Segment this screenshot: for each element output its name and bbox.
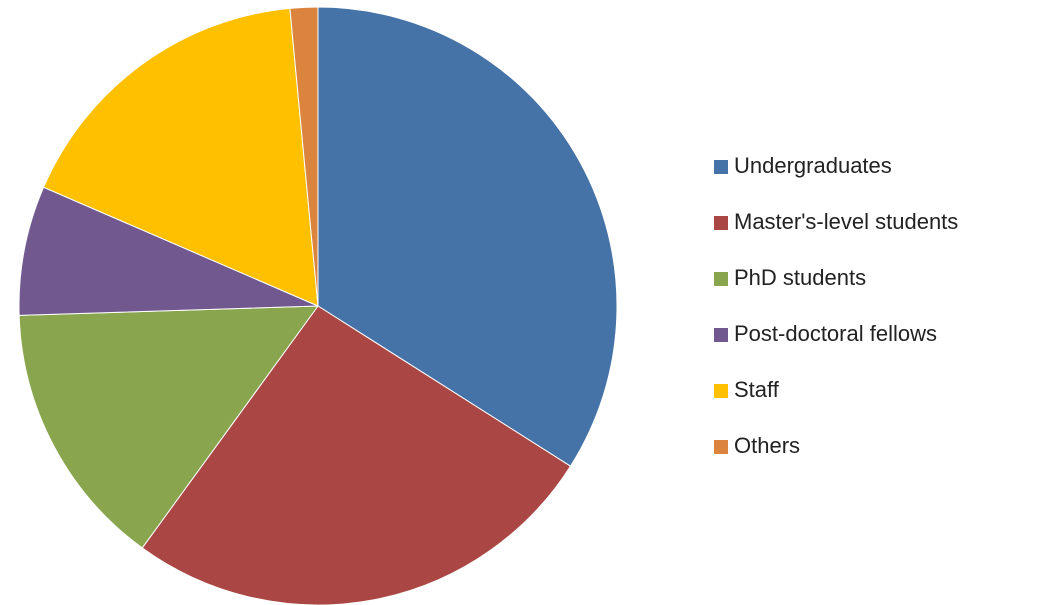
legend-swatch bbox=[714, 440, 728, 454]
pie-slice bbox=[18, 186, 319, 316]
pie bbox=[18, 6, 618, 605]
legend: Undergraduates Master's-level students PhD… bbox=[714, 153, 958, 458]
legend-swatch bbox=[714, 160, 728, 174]
legend-swatch bbox=[714, 328, 728, 342]
legend-label: Staff bbox=[734, 377, 780, 402]
legend-label: Undergraduates bbox=[734, 153, 892, 178]
legend-label: Post-doctoral fellows bbox=[734, 321, 937, 346]
legend-label: PhD students bbox=[734, 265, 866, 290]
legend-swatch bbox=[714, 272, 728, 286]
pie-slice bbox=[42, 7, 319, 307]
legend-label: Others bbox=[734, 433, 800, 458]
legend-swatch bbox=[714, 384, 728, 398]
legend-label: Master's-level students bbox=[734, 209, 958, 234]
pie-slice bbox=[18, 305, 320, 549]
pie-slice bbox=[141, 305, 572, 605]
pie-slice bbox=[289, 6, 319, 307]
legend-swatch bbox=[714, 216, 728, 230]
pie-slice bbox=[317, 6, 618, 467]
